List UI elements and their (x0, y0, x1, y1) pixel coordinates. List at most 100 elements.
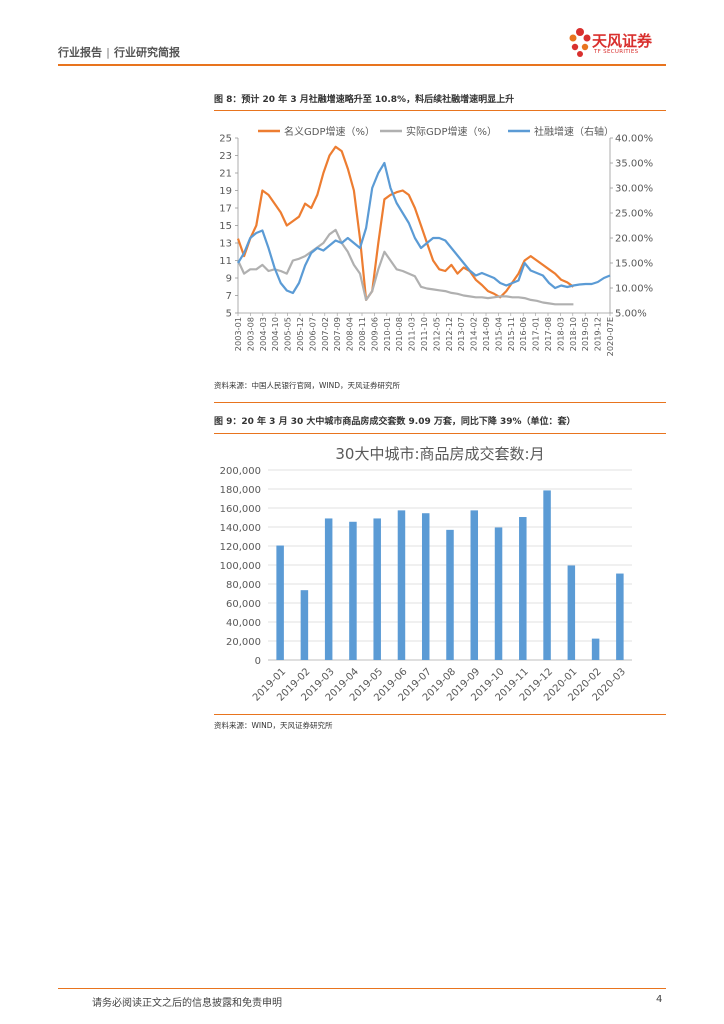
x-tick-label: 2006-07 (307, 317, 317, 351)
x-tick-label: 2011-10 (419, 317, 429, 351)
footer-disclaimer: 请务必阅读正文之后的信息披露和免责申明 (92, 998, 282, 1009)
x-tick-label: 2008-11 (357, 317, 367, 351)
x-tick-label: 2018-10 (568, 317, 578, 351)
x-tick-label: 2010-08 (394, 317, 404, 351)
x-tick-label: 2019-05 (580, 317, 590, 351)
x-tick-label: 2017-01 (531, 317, 541, 351)
bar-2019-05 (373, 518, 381, 660)
series-line (236, 145, 575, 301)
x-tick-label: 2005-12 (295, 317, 305, 351)
left-tick-label: 19 (219, 186, 232, 197)
y-tick-label: 20,000 (226, 637, 261, 648)
company-logo: 天风证券 TF SECURITIES (568, 26, 678, 62)
x-tick-label: 2017-08 (543, 317, 553, 351)
report-subcategory: 行业研究简报 (114, 46, 181, 59)
y-tick-label: 140,000 (220, 523, 261, 534)
y-tick-label: 200,000 (220, 466, 261, 477)
series-line (237, 228, 574, 306)
right-tick-label: 35.00% (615, 159, 653, 170)
right-tick-label: 15.00% (615, 259, 653, 270)
header-separator: | (106, 46, 111, 59)
x-tick-label: 2010-01 (382, 317, 392, 351)
x-tick-label: 2008-04 (345, 317, 355, 351)
x-tick-label: 2015-04 (493, 317, 503, 351)
bar-2019-01 (276, 545, 284, 660)
right-tick-label: 25.00% (615, 209, 653, 220)
x-tick-label: 2018-03 (555, 317, 565, 351)
left-tick-label: 11 (219, 256, 232, 267)
series-line (237, 161, 611, 295)
x-tick-label: 2012-12 (444, 317, 454, 351)
chart1-legend: 名义GDP增速（%） 实际GDP增速（%） 社融增速（右轴） (258, 125, 614, 138)
bar-2019-03 (324, 518, 333, 660)
x-tick-label: 2011-03 (407, 317, 417, 351)
housing-transactions-chart: 30大中城市:商品房成交套数:月 0 20,000 40,000 60,000 80,00… (220, 445, 632, 704)
logo-flower-icon (569, 28, 591, 57)
chart2-content: 30大中城市:商品房成交套数:月 0 20,000 40,000 60,000 80,00… (220, 445, 632, 704)
y-tick-label: 80,000 (226, 580, 261, 591)
figure8-title-divider (214, 110, 666, 111)
right-tick-label: 30.00% (615, 184, 653, 195)
report-header: 行业报告 | 行业研究简报 (58, 44, 180, 60)
bar-2020-03 (616, 573, 624, 660)
left-tick-label: 15 (219, 221, 232, 232)
y-tick-label: 100,000 (220, 561, 261, 572)
x-tick-label: 2007-02 (320, 317, 330, 351)
chart1-axes: 5 7 9 11 13 15 17 19 21 23 25 5.00% 10.00% 15.00% 20.0… (219, 134, 653, 357)
bar-2019-02 (300, 590, 309, 660)
bar-2019-11 (519, 517, 527, 660)
x-tick-label: 2014-09 (481, 317, 491, 351)
x-tick-label: 2014-02 (469, 317, 479, 351)
logo-subtitle: TF SECURITIES (594, 49, 639, 55)
bar-2019-08 (446, 529, 454, 660)
gdp-social-financing-chart: 5 7 9 11 13 15 17 19 21 23 25 5.00% 10.00% 15.00% 20.0… (219, 125, 653, 357)
x-tick-label: 2003-01 (233, 317, 243, 351)
chart1-series (236, 145, 611, 306)
left-tick-label: 25 (219, 134, 232, 145)
x-tick-label: 2004-03 (258, 317, 268, 351)
y-tick-label: 0 (255, 656, 261, 667)
x-tick-label: 2020-07E (605, 317, 615, 356)
x-tick-label: 2015-11 (506, 317, 516, 351)
figure9-bottom-divider (214, 714, 666, 715)
bar-2019-12 (543, 490, 551, 660)
page-number: 4 (656, 994, 663, 1005)
figure8-bottom-divider (214, 402, 666, 403)
x-tick-label: 2013-07 (456, 317, 466, 351)
y-tick-label: 180,000 (220, 485, 261, 496)
bar-2019-10 (494, 527, 503, 660)
x-tick-label: 2004-10 (270, 317, 280, 351)
left-tick-label: 5 (226, 309, 232, 320)
figure9-source: 资料来源：WIND，天风证券研究所 (214, 721, 333, 730)
right-tick-label: 10.00% (615, 284, 653, 295)
bar-2019-04 (349, 521, 357, 660)
y-tick-label: 160,000 (220, 504, 261, 515)
x-tick-label: 2012-05 (431, 317, 441, 351)
left-tick-label: 7 (226, 291, 232, 302)
left-tick-label: 23 (219, 151, 232, 162)
legend-label: 实际GDP增速（%） (406, 125, 497, 138)
left-tick-label: 17 (219, 204, 232, 215)
left-tick-label: 13 (219, 239, 232, 250)
y-tick-label: 120,000 (220, 542, 261, 553)
report-category: 行业报告 (58, 46, 102, 59)
bar-2019-09 (470, 510, 479, 660)
x-tick-label: 2007-09 (332, 317, 342, 351)
bar-2020-01 (567, 565, 576, 660)
right-tick-label: 5.00% (615, 309, 647, 320)
x-tick-label: 2019-12 (593, 317, 603, 351)
header-divider (58, 64, 666, 66)
figure8-source: 资料来源：中国人民银行官网，WIND，天风证券研究所 (214, 381, 401, 390)
figure8-title: 图 8：预计 20 年 3 月社融增速略升至 10.8%，料后续社融增速明显上升 (214, 95, 515, 105)
bar-2020-02 (591, 638, 600, 660)
bar-2019-06 (397, 510, 406, 660)
legend-label: 社融增速（右轴） (534, 125, 614, 138)
x-tick-label: 2016-06 (518, 317, 528, 351)
right-tick-label: 40.00% (615, 134, 653, 145)
right-tick-label: 20.00% (615, 234, 653, 245)
logo-name: 天风证券 (592, 32, 653, 50)
chart2-title: 30大中城市:商品房成交套数:月 (335, 445, 544, 463)
footer-divider (58, 988, 666, 989)
figure9-title-divider (214, 433, 666, 434)
y-tick-label: 60,000 (226, 599, 261, 610)
